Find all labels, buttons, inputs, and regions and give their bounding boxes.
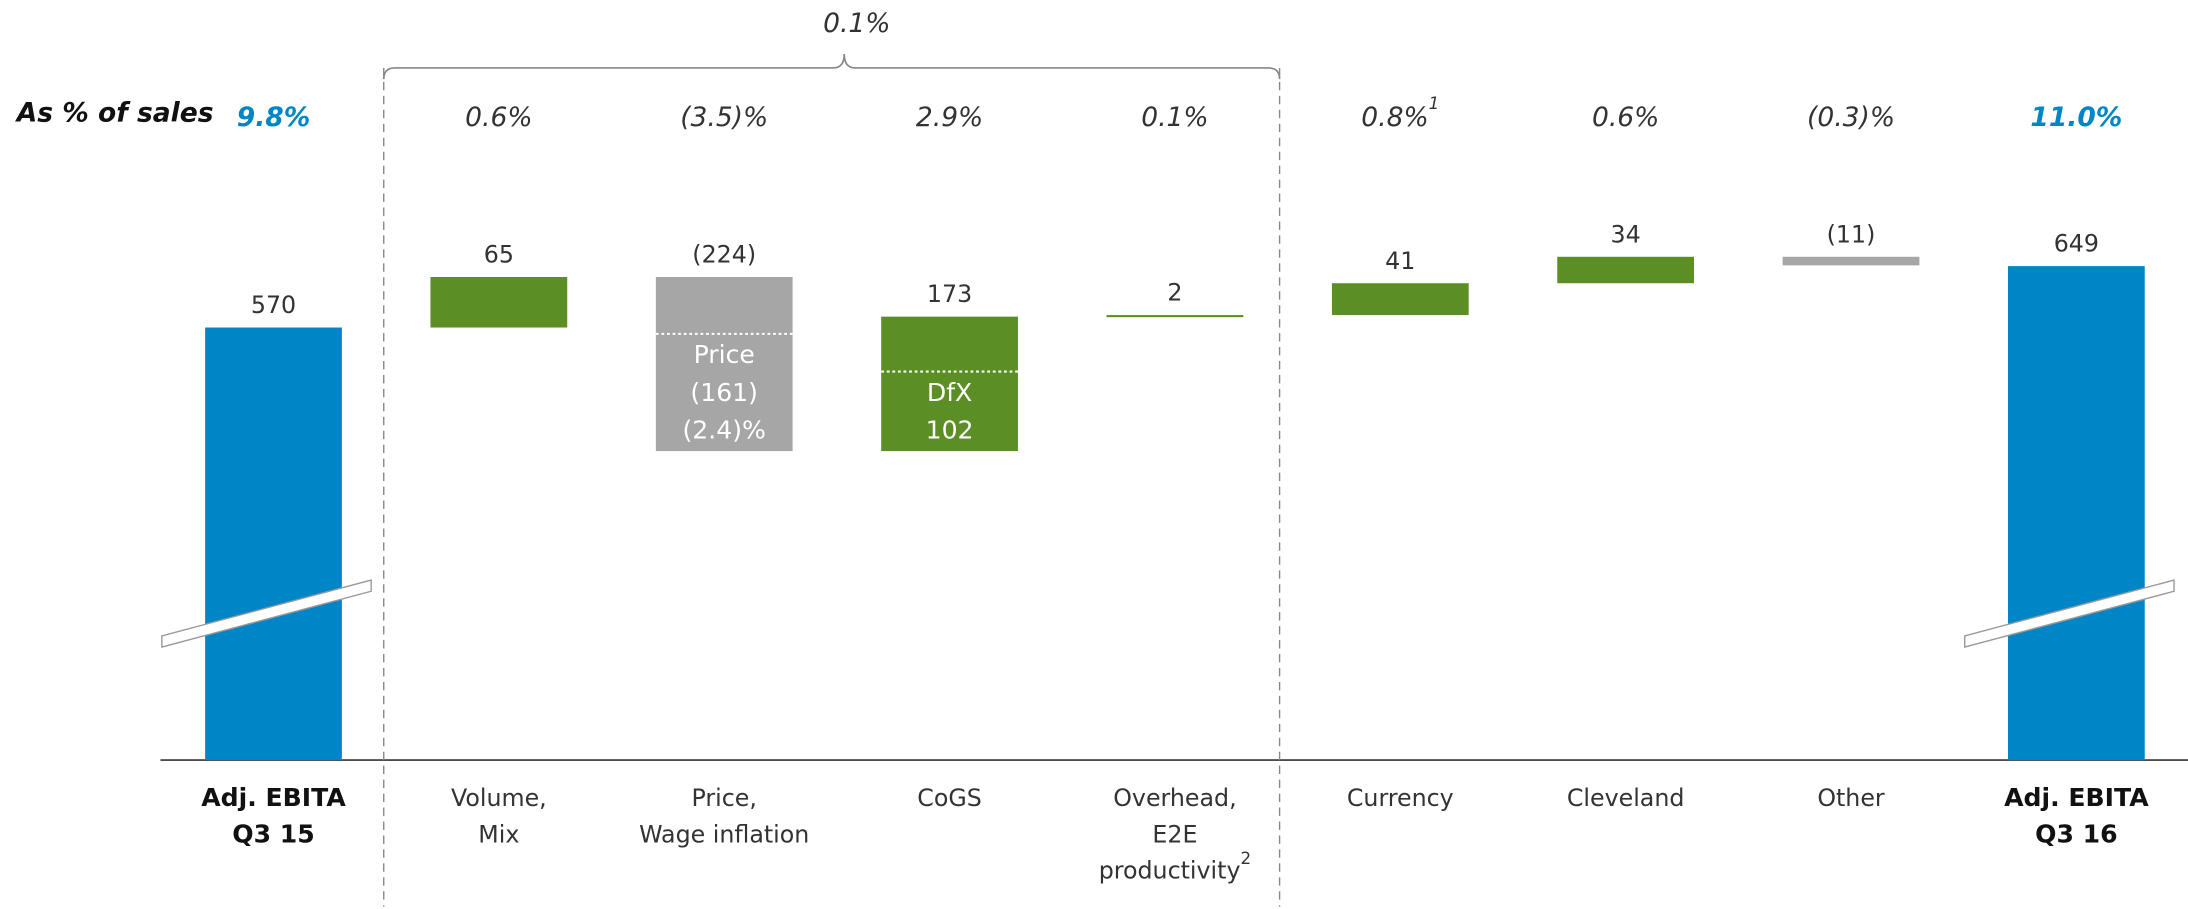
category-label: Adj. EBITA [2004,783,2149,812]
bar [1331,283,1469,316]
category-label: Volume, [451,784,547,812]
pct-text: 0.6% [465,102,532,133]
category-text: CoGS [917,784,982,812]
category-label: Overhead, [1113,784,1236,812]
pct-label: 9.8% [237,102,311,133]
value-label: 41 [1385,247,1415,275]
category-text: Volume, [451,784,547,812]
pct-label: 11.0% [2030,102,2122,133]
category-label: Mix [478,820,519,848]
category-label: Adj. EBITA [201,783,346,812]
category-text: Wage inflation [639,820,809,848]
pct-text: 11.0% [2030,102,2122,133]
category-label: E2E [1152,820,1197,848]
row-label: As % of sales [15,98,214,129]
category-label: Currency [1347,784,1454,812]
category-text: Other [1817,784,1885,812]
bar [1782,256,1920,266]
pct-label: (3.5)% [680,102,768,133]
pct-text: 2.9% [916,102,983,133]
inner-label: DfX [927,378,972,407]
pct-label: 2.9% [916,102,983,133]
inner-label: 102 [926,416,974,445]
category-text: Mix [478,820,519,848]
pct-text: 0.8% [1361,102,1428,133]
value-label: 2 [1167,279,1182,307]
bar [430,276,568,328]
bar [881,316,1018,452]
footnote: 1 [1429,93,1440,113]
value-label: 649 [2054,230,2099,258]
axis-break [161,579,372,648]
category-label: productivity2 [1099,848,1251,884]
category-text: Currency [1347,784,1454,812]
category-text: Price, [692,784,757,812]
pct-text: 9.8% [237,102,311,133]
bracket-label: 0.1% [823,8,890,39]
bar [205,327,342,761]
value-label: 173 [927,280,972,308]
value-label: 34 [1611,220,1641,248]
category-text: Overhead, [1113,784,1236,812]
category-label: Cleveland [1567,784,1685,812]
category-text: Q3 15 [232,819,315,848]
category-text: E2E [1152,820,1197,848]
pct-label: (0.3)% [1807,102,1895,133]
category-text: productivity [1099,856,1241,884]
inner-label: (2.4)% [683,416,766,445]
axis-break [1964,579,2175,648]
category-text: Adj. EBITA [2004,783,2149,812]
category-text: Cleveland [1567,784,1685,812]
category-label: Q3 16 [2035,819,2118,848]
category-label: Other [1817,784,1885,812]
pct-label: 0.6% [1592,102,1659,133]
bar [655,276,793,452]
pct-label: 0.8%1 [1361,93,1439,132]
category-label: Q3 15 [232,819,315,848]
category-label: Price, [692,784,757,812]
pct-text: 0.1% [1141,102,1208,133]
value-label: 570 [251,291,296,319]
bracket [382,54,1281,80]
pct-label: 0.6% [465,102,532,133]
category-text: Adj. EBITA [201,783,346,812]
footnote: 2 [1240,848,1251,868]
pct-text: (0.3)% [1807,102,1895,133]
inner-label: Price [694,340,755,369]
pct-text: (3.5)% [680,102,768,133]
bar [1557,256,1695,284]
pct-text: 0.6% [1592,102,1659,133]
bar [1106,315,1244,318]
category-label: CoGS [917,784,982,812]
pct-label: 0.1% [1141,102,1208,133]
bar [2007,266,2145,761]
category-label: Wage inflation [639,820,809,848]
value-label: 65 [484,241,514,269]
value-label: (11) [1827,220,1876,248]
category-text: Q3 16 [2035,819,2118,848]
inner-label: (161) [690,378,758,407]
value-label: (224) [692,241,756,269]
